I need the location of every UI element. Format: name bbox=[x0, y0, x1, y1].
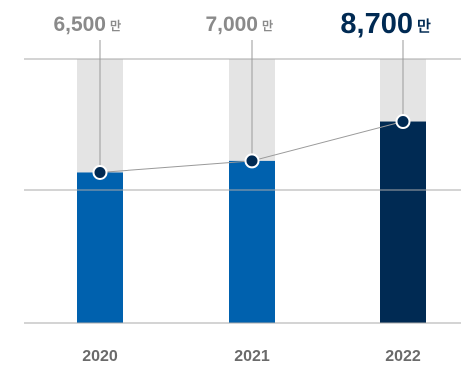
x-tick-label-2022: 2022 bbox=[385, 348, 421, 365]
value-label-2022: 8,700 bbox=[340, 8, 413, 40]
unit-label-2022: 만 bbox=[417, 17, 431, 35]
value-label-2020: 6,500 bbox=[53, 13, 106, 36]
value-label-2021: 7,000 bbox=[205, 13, 258, 36]
bar-2022 bbox=[380, 121, 426, 324]
bar-2020 bbox=[77, 172, 123, 323]
unit-label-2021: 만 bbox=[262, 18, 273, 33]
marker-2020 bbox=[92, 164, 108, 180]
marker-2021 bbox=[244, 153, 260, 169]
marker-2022 bbox=[395, 114, 411, 130]
x-tick-label-2021: 2021 bbox=[234, 348, 270, 365]
unit-label-2020: 만 bbox=[110, 18, 121, 33]
x-tick-label-2020: 2020 bbox=[82, 348, 118, 365]
bar-2021 bbox=[229, 160, 275, 323]
